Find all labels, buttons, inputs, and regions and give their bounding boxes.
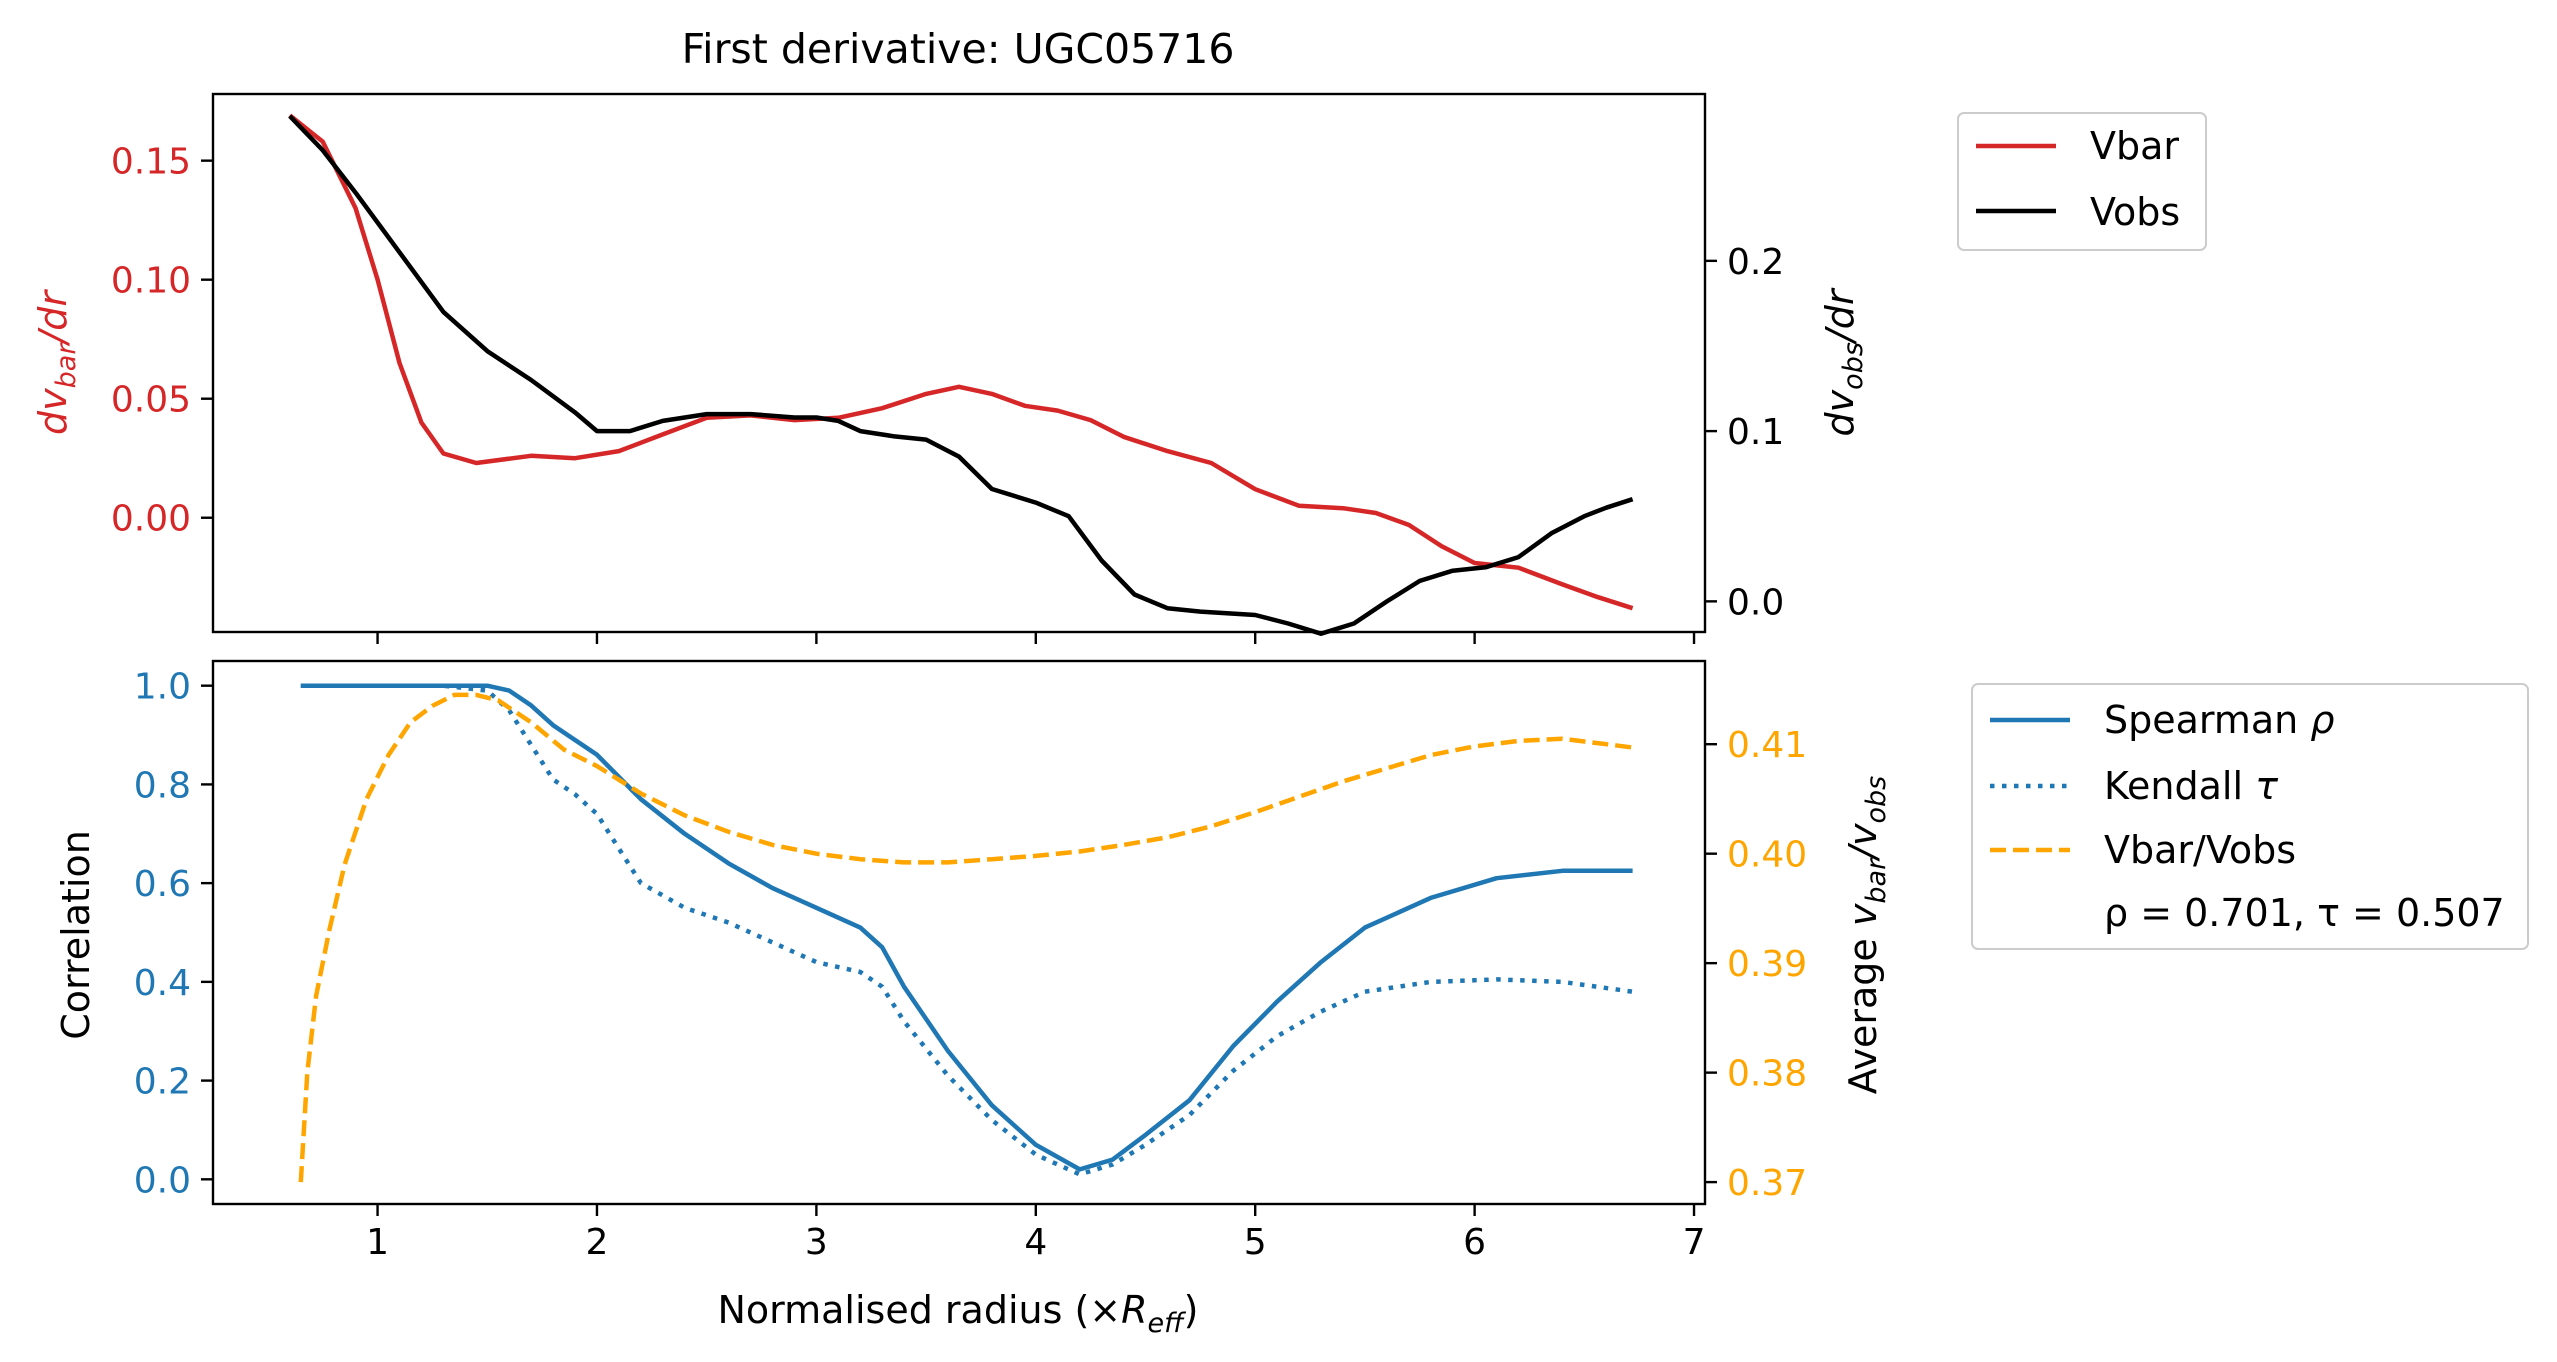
x-tick-label: 5: [1244, 1222, 1267, 1263]
right-y-tick-label: 0.0: [1727, 582, 1784, 623]
bottom-right-y-ticks: 0.41 0.40 0.39 0.38 0.37: [1705, 725, 1807, 1204]
top-axes-frame: [211, 92, 1707, 634]
bottom-panel: 1.00.80.60.40.20.0 0.410.400.390.380.37 …: [54, 659, 1892, 1339]
bottom-legend-frame: [1971, 683, 2529, 950]
x-tick-label: 2: [586, 1222, 609, 1263]
x-tick-label: 4: [1024, 1222, 1047, 1263]
legend-label-ratio: Vbar/Vobs: [2104, 828, 2296, 872]
legend-annotation-stats: ρ = 0.701, τ = 0.507: [2104, 891, 2505, 935]
left-y-tick-label: 0.0: [134, 1160, 191, 1201]
x-tick-label: 3: [805, 1222, 828, 1263]
top-left-y-label: dvbar/dr: [31, 289, 82, 435]
bottom-left-y-label: Correlation: [54, 830, 98, 1040]
bottom-axes-frame: [211, 659, 1707, 1206]
x-axis-label: Normalised radius (×Reff): [718, 1288, 1199, 1339]
series-line-kendall: [300, 683, 1633, 1177]
top-right-y-ticks: 0.2 0.1 0.0: [1705, 242, 1784, 623]
chart-title: First derivative: UGC05716: [682, 25, 1235, 73]
right-y-tick-label: 0.37: [1727, 1163, 1807, 1204]
right-y-tick-label: 0.41: [1727, 725, 1807, 766]
right-y-tick-label: 0.40: [1727, 835, 1807, 876]
bottom-legend: Spearman ρ Kendall τ Vbar/Vobs ρ = 0.701…: [1971, 683, 2529, 950]
left-y-tick-label: 0.4: [134, 963, 191, 1004]
bottom-series-lines: [298, 683, 1633, 1183]
left-y-tick-label: 0.8: [134, 765, 191, 806]
top-legend: Vbar Vobs: [1957, 112, 2207, 251]
legend-label-spearman: Spearman ρ: [2104, 698, 2334, 742]
left-y-tick-label: 0.00: [111, 499, 191, 540]
series-line-vobs: [288, 114, 1634, 636]
left-y-tick-label: 0.15: [111, 142, 191, 183]
right-y-tick-label: 0.39: [1727, 944, 1807, 985]
left-y-tick-label: 0.6: [134, 864, 191, 905]
right-y-tick-label: 0.38: [1727, 1054, 1807, 1095]
series-line-spearman: [300, 683, 1633, 1172]
top-panel: 0.15 0.10 0.05 0.00 0.2 0.1 0.0 dvbar/dr dvob…: [31, 92, 1869, 644]
right-y-tick-label: 0.2: [1727, 242, 1784, 283]
legend-label-vobs: Vobs: [2090, 190, 2180, 234]
series-line-vbar: [288, 113, 1634, 611]
legend-label-kendall: Kendall τ: [2104, 764, 2279, 808]
series-line-ratio: [298, 692, 1633, 1183]
top-series-lines: [288, 113, 1634, 636]
x-tick-label: 6: [1463, 1222, 1486, 1263]
left-y-tick-label: 0.2: [134, 1062, 191, 1103]
left-y-tick-label: 0.05: [111, 380, 191, 421]
top-right-y-label: dvobs/dr: [1818, 287, 1869, 436]
right-y-tick-label: 0.1: [1727, 412, 1784, 453]
legend-label-vbar: Vbar: [2090, 124, 2179, 168]
top-x-ticks: [376, 632, 1696, 644]
bottom-x-ticks: 1 2 3 4 5 6 7: [366, 1204, 1705, 1263]
x-tick-label: 1: [366, 1222, 389, 1263]
top-left-y-ticks: 0.15 0.10 0.05 0.00: [111, 142, 213, 540]
bottom-right-y-label: Average vbar/vobs: [1841, 776, 1892, 1094]
x-tick-label: 7: [1683, 1222, 1706, 1263]
bottom-left-y-ticks: 1.0 0.8 0.6 0.4 0.2 0.0: [134, 667, 213, 1201]
left-y-tick-label: 1.0: [134, 667, 191, 708]
left-y-tick-label: 0.10: [111, 261, 191, 302]
